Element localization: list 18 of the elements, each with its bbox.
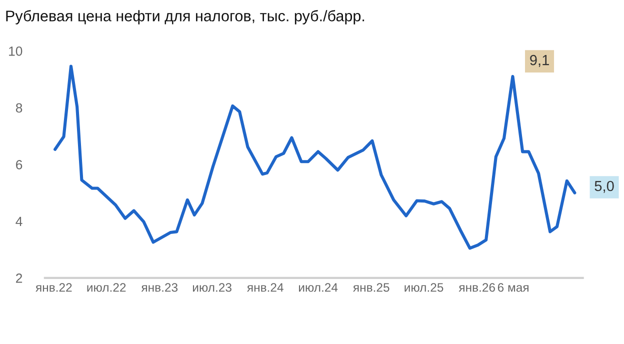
x-tick-label: июл.24	[299, 283, 338, 292]
x-tick-label: июл.23	[192, 283, 232, 292]
annotation: 9,1	[530, 54, 549, 67]
y-tick-label: 6	[16, 160, 22, 170]
y-tick-label: 2	[16, 274, 22, 283]
x-tick-label: 6 мая	[498, 283, 528, 292]
x-tick-label: янв.22	[36, 283, 72, 292]
x-tick-label: янв.23	[141, 283, 178, 292]
x-tick-label: июл.25	[404, 283, 444, 292]
y-tick-label: 4	[16, 216, 22, 226]
y-tick-label: 8	[16, 103, 22, 113]
annotation: 5,0	[594, 180, 614, 193]
x-tick-label: июл.22	[87, 283, 126, 292]
x-tick-label: янв.26	[458, 283, 495, 292]
x-tick-label: янв.25	[353, 283, 390, 292]
y-tick-label: 10	[9, 46, 22, 56]
chart-title: Рублевая цена нефти для налогов, тыс. руб./барр.	[6, 10, 364, 24]
x-tick-label: янв.24	[247, 283, 284, 292]
